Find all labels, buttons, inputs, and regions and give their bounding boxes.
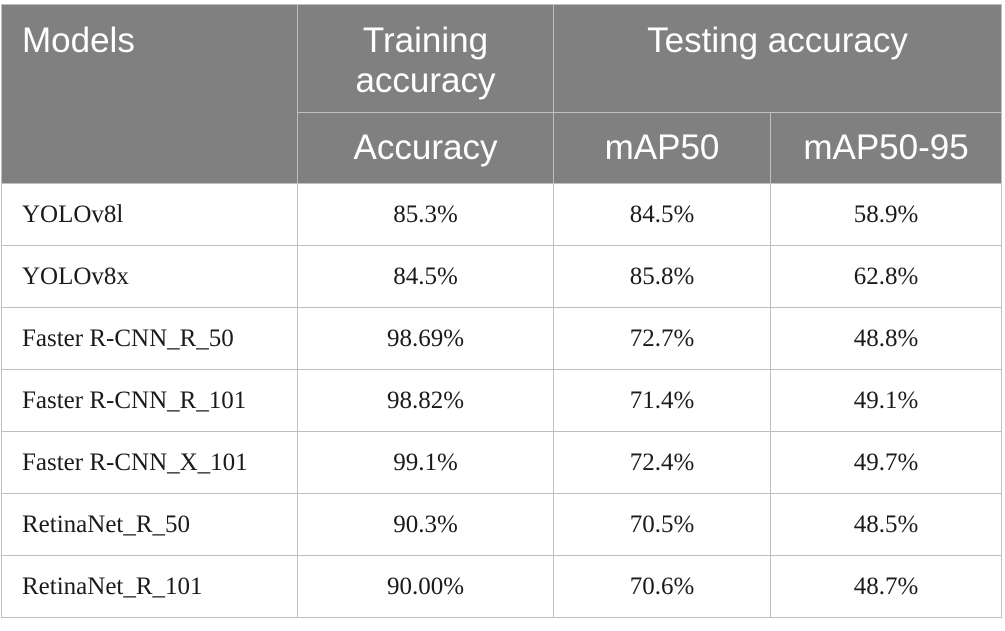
cell-map50: 72.4% [553, 431, 771, 494]
cell-map50: 71.4% [553, 369, 771, 432]
table-body: YOLOv8l 85.3% 84.5% 58.9% YOLOv8x 84.5% … [1, 183, 1003, 618]
cell-model: YOLOv8x [1, 245, 298, 308]
cell-map50-95: 48.5% [769, 493, 1003, 556]
cell-map50: 84.5% [553, 183, 771, 246]
header-testing-accuracy: Testing accuracy [552, 4, 1003, 113]
cell-map50: 85.8% [553, 245, 771, 308]
header-map50: mAP50 [553, 112, 771, 184]
cell-model: Faster R-CNN_X_101 [1, 431, 298, 494]
header-models: Models [1, 4, 298, 184]
cell-model: Faster R-CNN_R_101 [1, 369, 298, 432]
header-training-accuracy: Training accuracy [297, 4, 554, 113]
cell-map50: 72.7% [553, 307, 771, 370]
cell-map50-95: 58.9% [769, 183, 1003, 246]
table-row: YOLOv8l 85.3% 84.5% 58.9% [1, 183, 1003, 246]
cell-map50: 70.6% [553, 555, 771, 618]
results-table: Models Training accuracy Testing accurac… [1, 4, 1003, 618]
cell-model: Faster R-CNN_R_50 [1, 307, 298, 370]
cell-model: RetinaNet_R_101 [1, 555, 298, 618]
cell-model: YOLOv8l [1, 183, 298, 246]
cell-accuracy: 98.82% [297, 369, 554, 432]
table-row: Faster R-CNN_R_101 98.82% 71.4% 49.1% [1, 369, 1003, 432]
cell-accuracy: 98.69% [297, 307, 554, 370]
cell-map50: 70.5% [553, 493, 771, 556]
cell-accuracy: 90.3% [297, 493, 554, 556]
header-map50-95: mAP50-95 [769, 112, 1003, 184]
header-row-metrics: Accuracy mAP50 mAP50-95 [2, 112, 1003, 184]
table-row: Faster R-CNN_R_50 98.69% 72.7% 48.8% [1, 307, 1003, 370]
cell-map50-95: 62.8% [769, 245, 1003, 308]
table-row: YOLOv8x 84.5% 85.8% 62.8% [1, 245, 1003, 308]
cell-accuracy: 90.00% [297, 555, 554, 618]
cell-model: RetinaNet_R_50 [1, 493, 298, 556]
header-row-groups: Models Training accuracy Testing accurac… [1, 4, 1003, 184]
cell-accuracy: 99.1% [297, 431, 554, 494]
table-row: Faster R-CNN_X_101 99.1% 72.4% 49.7% [1, 431, 1003, 494]
header-accuracy: Accuracy [297, 112, 554, 184]
cell-map50-95: 48.7% [769, 555, 1003, 618]
table-header: Models Training accuracy Testing accurac… [1, 4, 1003, 184]
cell-accuracy: 84.5% [297, 245, 554, 308]
cell-accuracy: 85.3% [297, 183, 554, 246]
cell-map50-95: 49.1% [769, 369, 1003, 432]
table-row: RetinaNet_R_50 90.3% 70.5% 48.5% [1, 493, 1003, 556]
cell-map50-95: 49.7% [769, 431, 1003, 494]
table-row: RetinaNet_R_101 90.00% 70.6% 48.7% [1, 555, 1003, 618]
cell-map50-95: 48.8% [769, 307, 1003, 370]
